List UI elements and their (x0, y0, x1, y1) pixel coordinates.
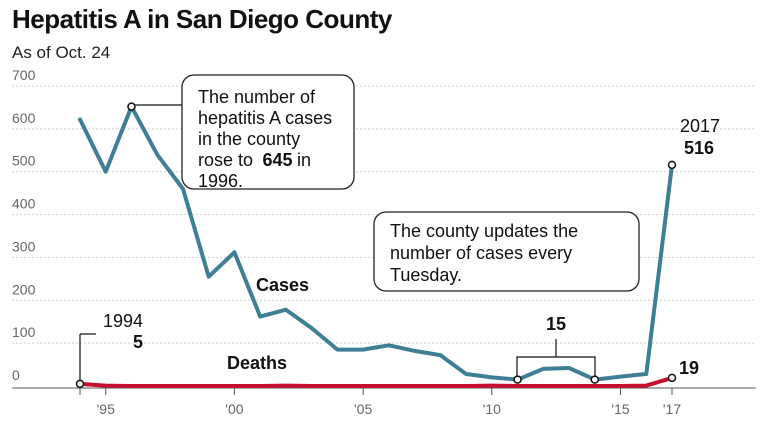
peak-callout-line-1: The number of (198, 87, 316, 107)
series (78, 104, 674, 388)
peak-callout-line-3: in the county (198, 129, 300, 149)
x-tick-label: '17 (663, 401, 681, 417)
peak-callout-suffix: in (297, 150, 311, 170)
x-tick-label: '05 (354, 401, 372, 417)
update-note-line-2: number of cases every (390, 243, 572, 263)
bracket-annotation: 15 (516, 314, 596, 377)
x-tick-label: '10 (483, 401, 501, 417)
series-line-deaths (78, 375, 674, 388)
peak-callout-prefix: rose to (198, 150, 253, 170)
x-tick-label: '95 (97, 401, 115, 417)
series-label-deaths: Deaths (227, 353, 287, 373)
y-tick-label: 100 (12, 324, 36, 340)
start-value-label: 5 (133, 332, 143, 352)
update-note: The county updates the number of cases e… (373, 211, 640, 292)
start-year-label: 1994 (103, 311, 143, 331)
chart-subtitle: As of Oct. 24 (12, 43, 111, 62)
y-tick-label: 400 (12, 196, 36, 212)
cases-point-marker (667, 160, 677, 170)
peak-callout-line-4: rose to 645 in (198, 150, 311, 170)
end-year-label: 2017 (680, 116, 720, 136)
cases-point-marker (127, 102, 136, 111)
y-tick-label: 300 (12, 238, 36, 254)
series-line-cases (78, 104, 674, 382)
bracket-value-label: 15 (546, 314, 566, 334)
x-tick-label: '00 (225, 401, 243, 417)
chart-title: Hepatitis A in San Diego County (12, 4, 392, 34)
series-label-cases: Cases (256, 275, 309, 295)
highlight-points (75, 102, 677, 389)
peak-callout-line-5: 1996. (198, 171, 243, 191)
x-axis: '95 '00 '05 '10 '15 '17 (79, 388, 681, 417)
update-note-line-3: Tuesday. (390, 265, 462, 285)
y-tick-label: 700 (12, 67, 36, 83)
y-tick-label: 200 (12, 281, 36, 297)
update-note-box (373, 211, 640, 292)
end-deaths-label: 19 (679, 358, 699, 378)
peak-callout-line-2: hepatitis A cases (198, 108, 332, 128)
end-cases-label: 516 (684, 138, 714, 158)
y-tick-label: 500 (12, 153, 36, 169)
y-tick-label: 0 (12, 367, 20, 383)
start-annotation: 1994 5 (79, 311, 143, 384)
peak-callout: The number of hepatitis A cases in the c… (133, 74, 355, 191)
x-tick-label: '15 (611, 401, 629, 417)
cases-point-marker (590, 375, 600, 384)
peak-callout-box (181, 74, 355, 190)
deaths-point-marker (667, 373, 677, 383)
peak-callout-value: 645 (262, 150, 292, 170)
deaths-point-marker (75, 379, 85, 389)
update-note-line-1: The county updates the (390, 221, 578, 241)
cases-point-marker (513, 375, 522, 384)
y-tick-label: 600 (12, 110, 36, 126)
